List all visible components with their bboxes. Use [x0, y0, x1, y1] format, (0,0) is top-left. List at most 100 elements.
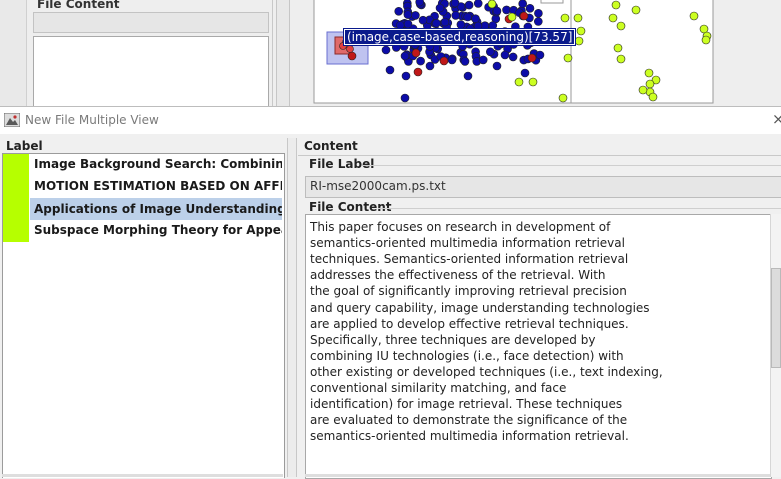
scatter-point[interactable]	[576, 26, 586, 36]
scatter-point[interactable]	[447, 55, 457, 65]
scatter-point[interactable]	[492, 6, 502, 16]
split-pane-divider[interactable]	[287, 138, 297, 477]
scatter-point[interactable]	[394, 7, 404, 16]
scatter-point[interactable]	[435, 3, 445, 13]
scatter-point[interactable]	[651, 75, 661, 85]
scatter-point[interactable]	[471, 14, 480, 24]
file-multiple-view-window: New File Multiple View × Label Image Bac…	[0, 106, 781, 479]
scatter-point[interactable]	[508, 52, 518, 62]
scatter-point[interactable]	[487, 0, 497, 9]
scatter-point[interactable]	[403, 19, 413, 29]
label-panel: Label Image Background Search: Combining…	[0, 138, 286, 478]
file-content-separator	[378, 208, 781, 209]
scatter-point[interactable]	[645, 79, 655, 89]
scatter-point[interactable]	[403, 10, 413, 19]
list-item-label: Subspace Morphing Theory for Appearance	[34, 223, 282, 237]
scatter-point[interactable]	[401, 71, 411, 81]
file-label-title: File Label	[309, 157, 375, 171]
scatter-point[interactable]	[535, 50, 545, 60]
scrollbar-thumb[interactable]	[771, 268, 781, 368]
scatter-point[interactable]	[573, 13, 583, 23]
scatter-point[interactable]	[439, 56, 449, 66]
scatter-point[interactable]	[473, 0, 483, 8]
scatter-point[interactable]	[416, 56, 425, 66]
scatter-point[interactable]	[518, 0, 527, 8]
scatter-point[interactable]	[418, 15, 428, 25]
scatter-point[interactable]	[689, 11, 699, 21]
scatter-point[interactable]	[411, 11, 420, 20]
scatter-point[interactable]	[502, 5, 511, 15]
scatter-point[interactable]	[425, 61, 435, 71]
file-label-separator	[363, 165, 781, 166]
scatter-point[interactable]	[400, 93, 410, 103]
scatter-point[interactable]	[519, 11, 529, 21]
scatter-point[interactable]	[644, 68, 654, 78]
scatter-point[interactable]	[608, 13, 618, 23]
color-swatch	[3, 198, 29, 220]
point-tooltip: (image,case-based,reasoning)[73.57]	[342, 28, 577, 46]
list-item[interactable]: Image Background Search: Combining Obje	[3, 154, 284, 176]
scatter-point[interactable]	[492, 61, 502, 71]
list-item-selected[interactable]: Applications of Image Understanding in S…	[3, 198, 284, 220]
scatter-point[interactable]	[528, 77, 538, 87]
scatter-point[interactable]	[527, 53, 537, 63]
scatter-plot[interactable]	[0, 0, 781, 106]
scatter-point[interactable]	[463, 12, 473, 22]
scatter-point[interactable]	[460, 57, 470, 66]
label-list[interactable]: Image Background Search: Combining Obje …	[2, 153, 285, 478]
scatter-point[interactable]	[456, 20, 466, 29]
scatter-point[interactable]	[478, 55, 488, 65]
scatter-point[interactable]	[381, 45, 391, 55]
background-window: File Content (image,case-based,reasoning…	[0, 0, 781, 107]
scatter-point[interactable]	[347, 51, 357, 61]
scatter-point[interactable]	[574, 36, 584, 46]
scatter-point[interactable]	[432, 18, 441, 28]
list-item[interactable]: MOTION ESTIMATION BASED ON AFFINEMOM	[3, 176, 284, 198]
file-content-text: Abstract This paper focuses on research …	[310, 215, 663, 444]
scatter-point[interactable]	[560, 13, 570, 23]
file-label-field[interactable]: RI-mse2000cam.ps.txt	[305, 176, 781, 198]
label-header-text: Label	[6, 139, 43, 153]
scatter-point[interactable]	[346, 45, 354, 53]
scatter-point[interactable]	[613, 43, 623, 53]
scatter-point[interactable]	[507, 12, 517, 22]
scatter-point[interactable]	[525, 4, 535, 13]
close-icon[interactable]: ×	[772, 110, 781, 128]
content-title: Content	[304, 139, 358, 153]
scatter-point[interactable]	[411, 48, 421, 58]
scatter-point[interactable]	[500, 50, 510, 60]
background-split-divider[interactable]	[276, 0, 290, 106]
list-item[interactable]: Subspace Morphing Theory for Appearance	[3, 220, 284, 242]
title-bar[interactable]: New File Multiple View ×	[0, 107, 781, 134]
scatter-point[interactable]	[616, 21, 626, 31]
scatter-point[interactable]	[400, 51, 410, 61]
scatter-point[interactable]	[415, 0, 424, 7]
file-content-textarea[interactable]: Abstract This paper focuses on research …	[305, 214, 772, 479]
scatter-point[interactable]	[413, 67, 423, 77]
scatter-point[interactable]	[533, 17, 543, 26]
window-title: New File Multiple View	[25, 113, 159, 127]
scatter-point[interactable]	[638, 85, 648, 95]
scatter-point[interactable]	[463, 71, 473, 81]
scatter-point[interactable]	[440, 17, 450, 27]
scatter-point[interactable]	[563, 53, 573, 63]
scatter-point[interactable]	[534, 9, 543, 18]
scatter-point[interactable]	[451, 11, 461, 20]
scatter-point[interactable]	[558, 93, 568, 103]
background-file-label-field	[33, 12, 269, 33]
scatter-point[interactable]	[631, 5, 641, 15]
file-content-title: File Content	[309, 200, 392, 214]
scatter-point[interactable]	[385, 65, 395, 75]
scatter-point[interactable]	[616, 54, 626, 64]
scatter-point[interactable]	[485, 47, 495, 57]
scatter-point[interactable]	[514, 77, 524, 87]
scatter-point[interactable]	[450, 0, 460, 8]
scatter-point[interactable]	[701, 35, 711, 45]
color-swatch	[3, 220, 29, 242]
content-separator	[298, 155, 781, 156]
scatter-point[interactable]	[648, 92, 658, 102]
scatter-point[interactable]	[520, 68, 530, 78]
background-file-content-area	[33, 36, 269, 107]
scatter-point[interactable]	[464, 0, 474, 10]
scatter-point[interactable]	[611, 0, 621, 10]
